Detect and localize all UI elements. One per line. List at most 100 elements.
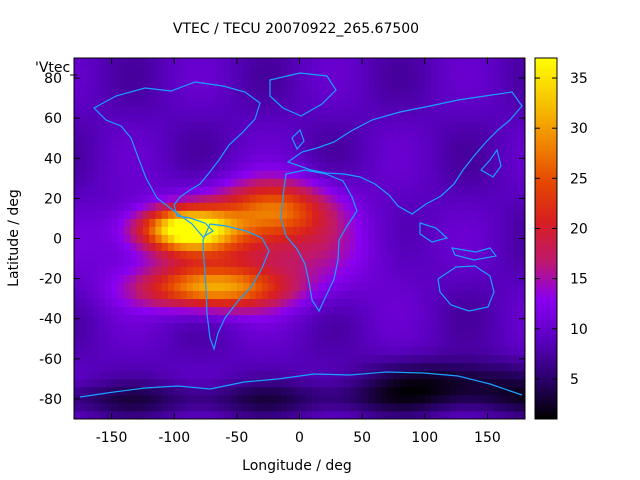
heatmap-cell (299, 410, 307, 419)
heatmap-cell (255, 194, 263, 203)
heatmap-cell (167, 378, 175, 388)
heatmap-cell (218, 138, 225, 147)
heatmap-cell (261, 122, 269, 131)
heatmap-cell (330, 66, 338, 75)
heatmap-cell (512, 402, 520, 412)
heatmap-cell (362, 370, 369, 380)
heatmap-cell (368, 74, 376, 83)
heatmap-cell (105, 106, 112, 115)
heatmap-cell (412, 258, 419, 267)
heatmap-cell (462, 178, 470, 187)
heatmap-cell (280, 194, 288, 203)
heatmap-cell (155, 58, 163, 67)
heatmap-cell (318, 410, 325, 419)
heatmap-cell (142, 226, 150, 235)
heatmap-cell (506, 234, 513, 243)
heatmap-cell (393, 378, 401, 388)
heatmap-cell (174, 74, 181, 83)
heatmap-cell (155, 354, 163, 364)
heatmap-cell (261, 346, 269, 356)
heatmap-cell (236, 314, 244, 324)
heatmap-cell (393, 138, 401, 147)
heatmap-cell (437, 242, 444, 251)
heatmap-cell (117, 194, 125, 203)
heatmap-cell (218, 250, 225, 259)
heatmap-cell (499, 74, 507, 83)
heatmap-cell (80, 354, 87, 364)
heatmap-cell (155, 386, 163, 396)
heatmap-cell (368, 386, 376, 396)
heatmap-cell (499, 314, 507, 324)
heatmap-cell (124, 122, 131, 131)
heatmap-cell (130, 306, 138, 316)
heatmap-cell (493, 354, 501, 364)
heatmap-cell (349, 338, 357, 348)
heatmap-cell (443, 290, 451, 300)
heatmap-cell (255, 330, 263, 340)
heatmap-cell (274, 178, 282, 187)
heatmap-cell (149, 314, 156, 324)
heatmap-cell (456, 314, 463, 324)
heatmap-cell (393, 186, 401, 195)
heatmap-cell (318, 290, 325, 300)
heatmap-cell (136, 106, 144, 115)
heatmap-cell (462, 290, 470, 300)
heatmap-cell (161, 298, 169, 308)
heatmap-cell (443, 146, 451, 155)
heatmap-cell (462, 98, 470, 107)
heatmap-cell (468, 178, 476, 187)
heatmap-cell (462, 194, 470, 203)
heatmap-cell (399, 258, 407, 267)
heatmap-cell (111, 394, 119, 404)
heatmap-cell (418, 394, 426, 404)
heatmap-cell (136, 298, 144, 308)
heatmap-cell (330, 186, 338, 195)
heatmap-cell (456, 330, 463, 340)
heatmap-cell (117, 66, 125, 75)
heatmap-cell (230, 306, 238, 316)
heatmap-cell (443, 346, 451, 356)
heatmap-cell (280, 378, 288, 388)
heatmap-cell (337, 154, 344, 163)
heatmap-cell (318, 258, 325, 267)
heatmap-cell (462, 58, 470, 67)
heatmap-cell (193, 410, 200, 419)
heatmap-cell (481, 90, 488, 99)
heatmap-cell (437, 154, 444, 163)
heatmap-cell (362, 218, 369, 227)
heatmap-cell (261, 266, 269, 275)
heatmap-cell (380, 66, 388, 75)
heatmap-cell (155, 106, 163, 115)
heatmap-cell (142, 66, 150, 75)
heatmap-cell (299, 386, 307, 396)
heatmap-cell (261, 298, 269, 308)
heatmap-cell (99, 282, 106, 292)
heatmap-cell (186, 90, 194, 99)
heatmap-cell (512, 162, 520, 171)
heatmap-cell (512, 394, 520, 404)
heatmap-cell (499, 274, 507, 284)
heatmap-cell (518, 410, 525, 419)
heatmap-cell (449, 234, 457, 243)
heatmap-cell (418, 162, 426, 171)
heatmap-cell (474, 274, 482, 284)
heatmap-cell (355, 154, 363, 163)
heatmap-cell (236, 194, 244, 203)
heatmap-cell (268, 90, 275, 99)
heatmap-cell (224, 178, 231, 187)
heatmap-cell (355, 66, 363, 75)
heatmap-cell (174, 402, 181, 412)
heatmap-cell (243, 98, 250, 107)
heatmap-cell (249, 330, 257, 340)
heatmap-cell (349, 362, 357, 372)
heatmap-cell (393, 154, 401, 163)
heatmap-cell (412, 122, 419, 131)
heatmap-cell (312, 146, 319, 155)
heatmap-cell (412, 266, 419, 275)
heatmap-cell (286, 362, 294, 372)
heatmap-cell (105, 314, 112, 324)
heatmap-cell (368, 394, 376, 404)
heatmap-cell (286, 146, 294, 155)
heatmap-cell (199, 378, 206, 388)
heatmap-cell (243, 378, 250, 388)
